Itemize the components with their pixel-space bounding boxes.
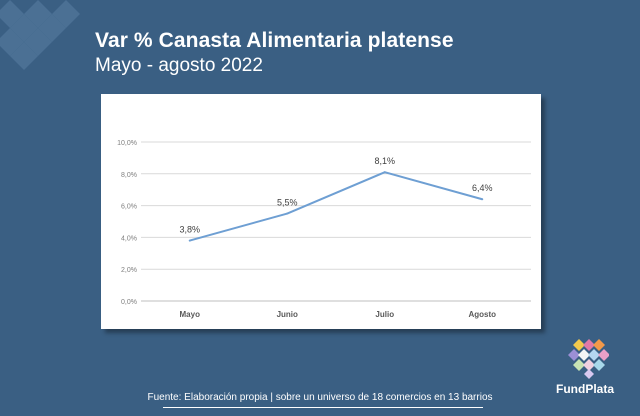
series-line <box>189 171 483 242</box>
y-tick-label: 6,0% <box>121 204 137 211</box>
line-chart: 0,0% 2,0% 4,0% 6,0% 8,0% 10,0% Mayo Junio Julio A… <box>117 140 531 319</box>
chart-subtitle: Mayo - agosto 2022 <box>95 55 263 76</box>
chart-panel: 0,0% 2,0% 4,0% 6,0% 8,0% 10,0% Mayo Junio Julio A… <box>101 94 541 329</box>
source-underline <box>163 407 483 408</box>
y-tick-label: 8,0% <box>121 172 137 179</box>
x-tick-label: Mayo <box>180 310 201 319</box>
data-point <box>383 171 386 174</box>
data-point <box>481 198 484 201</box>
x-tick-label: Agosto <box>468 310 496 319</box>
source-note: Fuente: Elaboración propia | sobre un un… <box>147 392 493 403</box>
data-point <box>286 212 289 215</box>
y-tick-label: 4,0% <box>121 235 137 242</box>
y-tick-label: 2,0% <box>121 267 137 274</box>
x-tick-label: Junio <box>277 310 298 319</box>
chart-title: Var % Canasta Alimentaria platense <box>95 29 454 52</box>
data-label: 6,4% <box>472 183 493 193</box>
y-tick-label: 0,0% <box>121 299 137 306</box>
data-label: 5,5% <box>277 198 298 208</box>
data-point <box>188 239 191 242</box>
decorative-diamond-pattern <box>0 0 80 70</box>
brand-name: FundPlata <box>556 382 615 396</box>
x-tick-label: Julio <box>375 310 394 319</box>
y-tick-label: 10,0% <box>117 140 137 147</box>
data-label: 8,1% <box>374 156 395 166</box>
fundplata-logo-icon <box>568 339 609 379</box>
data-label: 3,8% <box>179 225 200 235</box>
